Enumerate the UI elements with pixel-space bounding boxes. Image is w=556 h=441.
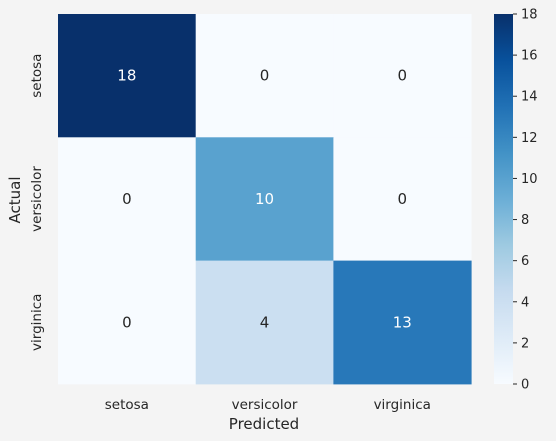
heatmap-cell — [333, 137, 472, 262]
heatmap-cell — [58, 137, 197, 262]
heatmap-cell — [333, 260, 472, 385]
cell-value-label: 13 — [393, 313, 412, 331]
colorbar-tick-label: 18 — [521, 8, 538, 23]
y-axis-ticks: setosa versicolor virginica — [29, 54, 45, 351]
colorbar-gradient-bar — [494, 14, 513, 384]
cell-value-label: 0 — [397, 67, 407, 85]
heatmap-cells: 18 0 0 0 10 0 0 4 13 — [58, 14, 472, 385]
heatmap-cell — [195, 137, 334, 262]
cell-value-label: 0 — [122, 313, 132, 331]
y-axis-title: Actual — [6, 177, 24, 224]
cell-value-label: 10 — [255, 190, 274, 208]
colorbar-tick-label: 0 — [521, 378, 529, 393]
y-tick-label: virginica — [29, 294, 45, 351]
x-tick-label: versicolor — [232, 397, 298, 413]
colorbar-tick-label: 14 — [521, 90, 538, 105]
colorbar-tick-label: 6 — [521, 254, 529, 269]
heatmap-cell — [195, 14, 334, 138]
heatmap-cell — [58, 260, 197, 385]
cell-value-label: 0 — [397, 190, 407, 208]
colorbar-tick-label: 16 — [521, 49, 538, 64]
heatmap-cell — [58, 14, 197, 138]
cell-value-label: 0 — [122, 190, 132, 208]
colorbar-tick-label: 10 — [521, 172, 538, 187]
x-axis-ticks: setosa versicolor virginica — [105, 397, 431, 413]
colorbar-tick-label: 8 — [521, 213, 529, 228]
x-tick-label: virginica — [374, 397, 431, 413]
colorbar: 0 2 4 6 8 10 12 14 16 18 — [494, 8, 538, 393]
colorbar-tick-label: 2 — [521, 336, 529, 351]
heatmap-cell — [195, 260, 334, 385]
heatmap-cell — [333, 14, 472, 138]
y-tick-label: setosa — [29, 54, 45, 98]
x-tick-label: setosa — [105, 397, 149, 413]
cell-value-label: 0 — [260, 67, 270, 85]
cell-value-label: 18 — [117, 67, 136, 85]
colorbar-tick-label: 12 — [521, 131, 538, 146]
cell-value-label: 4 — [260, 313, 270, 331]
colorbar-tick-label: 4 — [521, 295, 529, 310]
x-axis-title: Predicted — [229, 415, 299, 433]
y-tick-label: versicolor — [29, 166, 45, 232]
